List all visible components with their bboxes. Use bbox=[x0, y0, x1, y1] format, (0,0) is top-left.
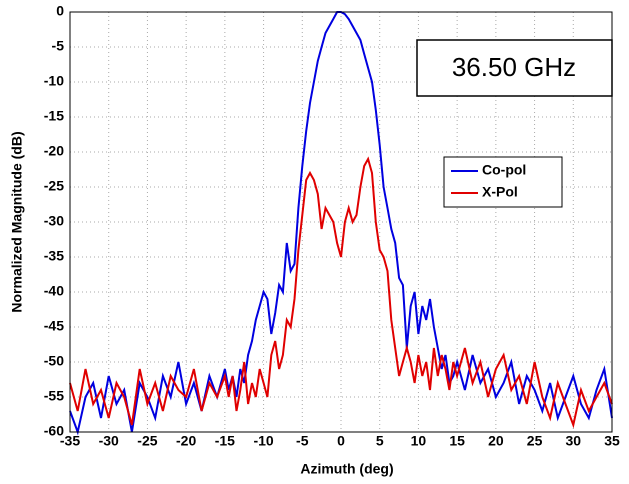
x-tick-label: 0 bbox=[337, 433, 345, 449]
series-line bbox=[69, 156, 613, 429]
x-tick-label: -5 bbox=[296, 433, 309, 449]
plot-frame bbox=[69, 11, 613, 433]
y-tick-label: -10 bbox=[44, 73, 64, 89]
x-tick-label: 20 bbox=[488, 433, 504, 449]
y-tick-label: -35 bbox=[44, 248, 64, 264]
y-tick-label: -20 bbox=[44, 143, 64, 159]
y-axis-label: Normalized Magnitude (dB) bbox=[9, 131, 25, 312]
annotation-box bbox=[416, 39, 613, 97]
x-tick-label: 35 bbox=[604, 433, 620, 449]
x-tick-label: 30 bbox=[565, 433, 581, 449]
legend-label: X-Pol bbox=[482, 184, 518, 200]
x-tick-label: -35 bbox=[60, 433, 80, 449]
x-tick-label: 25 bbox=[527, 433, 543, 449]
y-tick-label: -55 bbox=[44, 388, 64, 404]
y-tick-label: -40 bbox=[44, 283, 64, 299]
y-tick-label: 0 bbox=[56, 3, 64, 19]
y-tick-label: -5 bbox=[52, 38, 65, 54]
x-tick-label: -10 bbox=[253, 433, 273, 449]
y-tick-label: -60 bbox=[44, 423, 64, 439]
y-tick-label: -25 bbox=[44, 178, 64, 194]
x-tick-label: -30 bbox=[99, 433, 119, 449]
x-tick-label: -25 bbox=[137, 433, 157, 449]
annotation: 36.50 GHz bbox=[452, 52, 576, 82]
x-tick-label: 15 bbox=[449, 433, 465, 449]
x-axis-label: Azimuth (deg) bbox=[300, 461, 393, 477]
y-tick-label: -45 bbox=[44, 318, 64, 334]
legend-box bbox=[443, 156, 563, 208]
y-tick-label: -15 bbox=[44, 108, 64, 124]
x-tick-label: 10 bbox=[411, 433, 427, 449]
legend-label: Co-pol bbox=[482, 162, 526, 178]
y-tick-label: -30 bbox=[44, 213, 64, 229]
x-tick-label: -20 bbox=[176, 433, 196, 449]
x-tick-label: 5 bbox=[376, 433, 384, 449]
x-tick-label: -15 bbox=[215, 433, 235, 449]
y-tick-label: -50 bbox=[44, 353, 64, 369]
